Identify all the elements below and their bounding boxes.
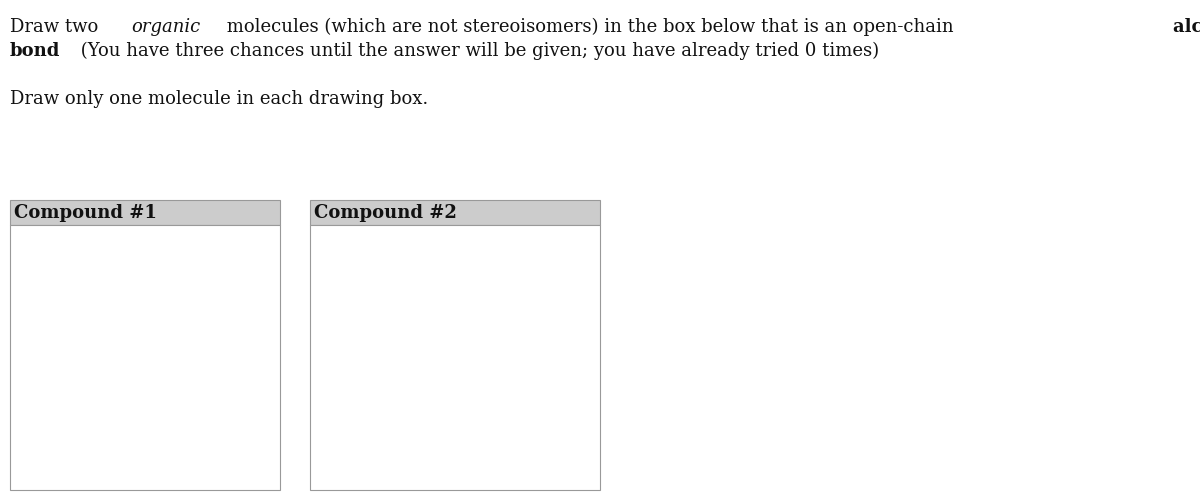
Bar [310,225,600,490]
Text: Draw two: Draw two [10,18,104,36]
Text: bond: bond [10,42,60,60]
Text: molecules (which are not stereoisomers) in the box below that is an open-chain: molecules (which are not stereoisomers) … [221,18,959,36]
Text: alcohol containing 4 carbons and C-C one triple: alcohol containing 4 carbons and C-C one… [1174,18,1200,36]
Text: Compound #1: Compound #1 [14,204,157,222]
Bar [310,200,600,225]
Text: Draw only one molecule in each drawing box.: Draw only one molecule in each drawing b… [10,90,428,108]
Text: Compound #2: Compound #2 [314,204,457,222]
Text: organic: organic [131,18,200,36]
Bar [10,225,280,490]
Text: (You have three chances until the answer will be given; you have already tried 0: (You have three chances until the answer… [76,42,880,60]
Bar [10,200,280,225]
